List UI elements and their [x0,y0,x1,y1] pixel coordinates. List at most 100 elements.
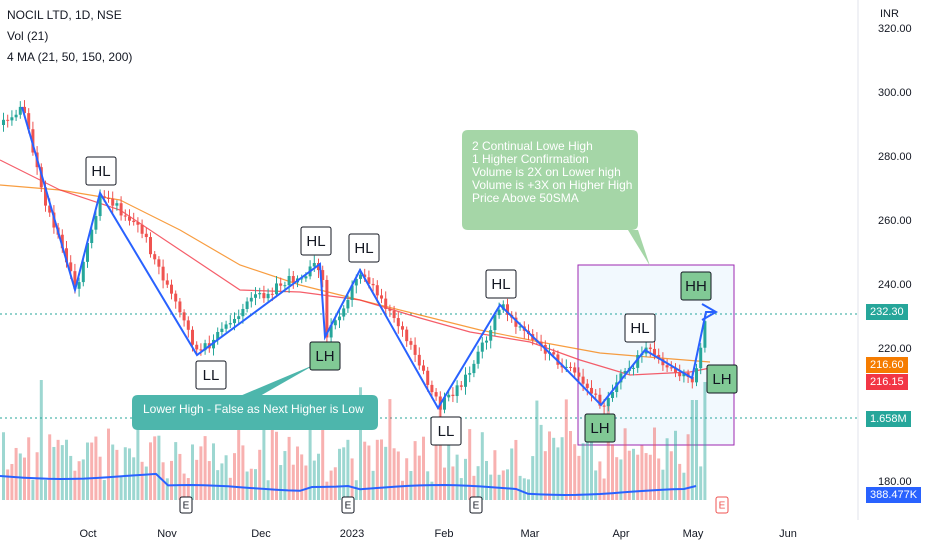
candle-body [430,384,434,393]
candle-body [102,196,106,199]
annotation-confirmation: 2 Continual Lowe High 1 Higher Confirmat… [472,140,632,205]
candle-body [60,234,64,249]
candle-body [149,237,152,255]
volume-bar [506,469,509,500]
last-price-tag: 232.30 [866,304,908,320]
volume-bar [594,470,598,500]
volume-bar [258,449,262,500]
candle-body [476,351,480,364]
candle-body [480,342,484,352]
volume-bar [153,436,157,500]
candle-body [312,263,316,267]
x-tick-label: 2023 [340,528,364,540]
volume-bar [23,457,26,500]
candle-body [94,216,98,230]
candle-body [237,316,241,319]
candle-body [396,318,400,327]
candle-body [346,299,350,309]
volume-bar [384,446,388,500]
volume-bar [220,463,224,500]
ma-indicator-label[interactable]: 4 MA (21, 50, 150, 200) [7,50,133,64]
volume-bar [165,478,169,500]
candle-body [65,248,68,263]
candle-body [703,321,707,348]
swing-label-box [195,360,227,390]
volume-bar [455,454,459,500]
candle-body [182,312,186,321]
candle-body [623,371,627,374]
candle-body [123,215,127,217]
volume-bar [312,460,316,500]
volume-bar [611,444,614,500]
candle-body [90,229,94,244]
candle-body [585,383,589,388]
x-tick-label: Apr [612,528,629,540]
volume-ma-tag: 388.477K [866,487,922,503]
candle-body [514,317,518,327]
volume-indicator-label[interactable]: Vol (21) [7,29,49,43]
volume-bar [191,444,194,500]
volume-bar [254,469,257,500]
volume-bar [123,447,127,500]
candle-body [472,363,476,374]
volume-bar [480,432,484,500]
volume-bar [333,467,337,500]
candle-body [690,376,694,383]
volume-bar [174,442,178,500]
volume-bar [321,428,325,500]
candle-body [161,266,165,281]
candle-body [10,117,14,121]
candle-body [199,349,203,351]
volume-bar [678,463,682,500]
volume-bar [237,428,241,500]
volume-bar [627,450,631,500]
volume-bar [178,453,182,500]
candle-body [665,365,669,368]
candle-body [329,325,333,338]
volume-bar [2,432,5,500]
volume-bar [476,466,480,500]
volume-bar [699,466,703,500]
volume-bar [522,478,526,500]
candle-body [682,373,686,377]
zigzag-line [21,106,716,410]
volume-bar [317,453,320,500]
volume-bar [443,467,446,500]
volume-bar [207,461,211,500]
candle-body [489,330,493,341]
earnings-marker: E [345,501,352,512]
candle-body [170,284,173,294]
symbol-title[interactable]: NOCIL LTD, 1D, NSE [7,8,122,22]
volume-bar [132,457,136,500]
volume-bar [10,463,14,500]
volume-bar [300,454,304,500]
candle-body [447,394,451,398]
volume-bar [531,456,535,500]
candle-body [73,271,77,289]
swing-label: HL [306,233,325,250]
volume-bar [380,439,383,500]
candle-body [6,119,10,121]
volume-bar [422,436,425,500]
volume-bar [195,459,199,500]
candle-body [417,354,421,366]
annotation-line: Price Above 50SMA [472,191,579,205]
swing-label: LH [712,371,731,388]
volume-bar [338,448,341,500]
candle-body [497,309,501,316]
volume-bar [342,447,346,500]
candle-body [569,366,572,368]
candle-body [564,366,568,368]
candle-body [619,373,623,383]
earnings-marker: E [719,501,726,512]
earnings-marker-box [179,496,193,514]
candle-body [224,324,228,329]
volume-bar [367,445,371,500]
volume-bar [590,433,593,500]
volume-bar [228,477,232,500]
volume-bar [581,443,585,500]
candle-body [556,354,560,365]
volume-bar [577,455,581,500]
candle-body [157,259,161,267]
